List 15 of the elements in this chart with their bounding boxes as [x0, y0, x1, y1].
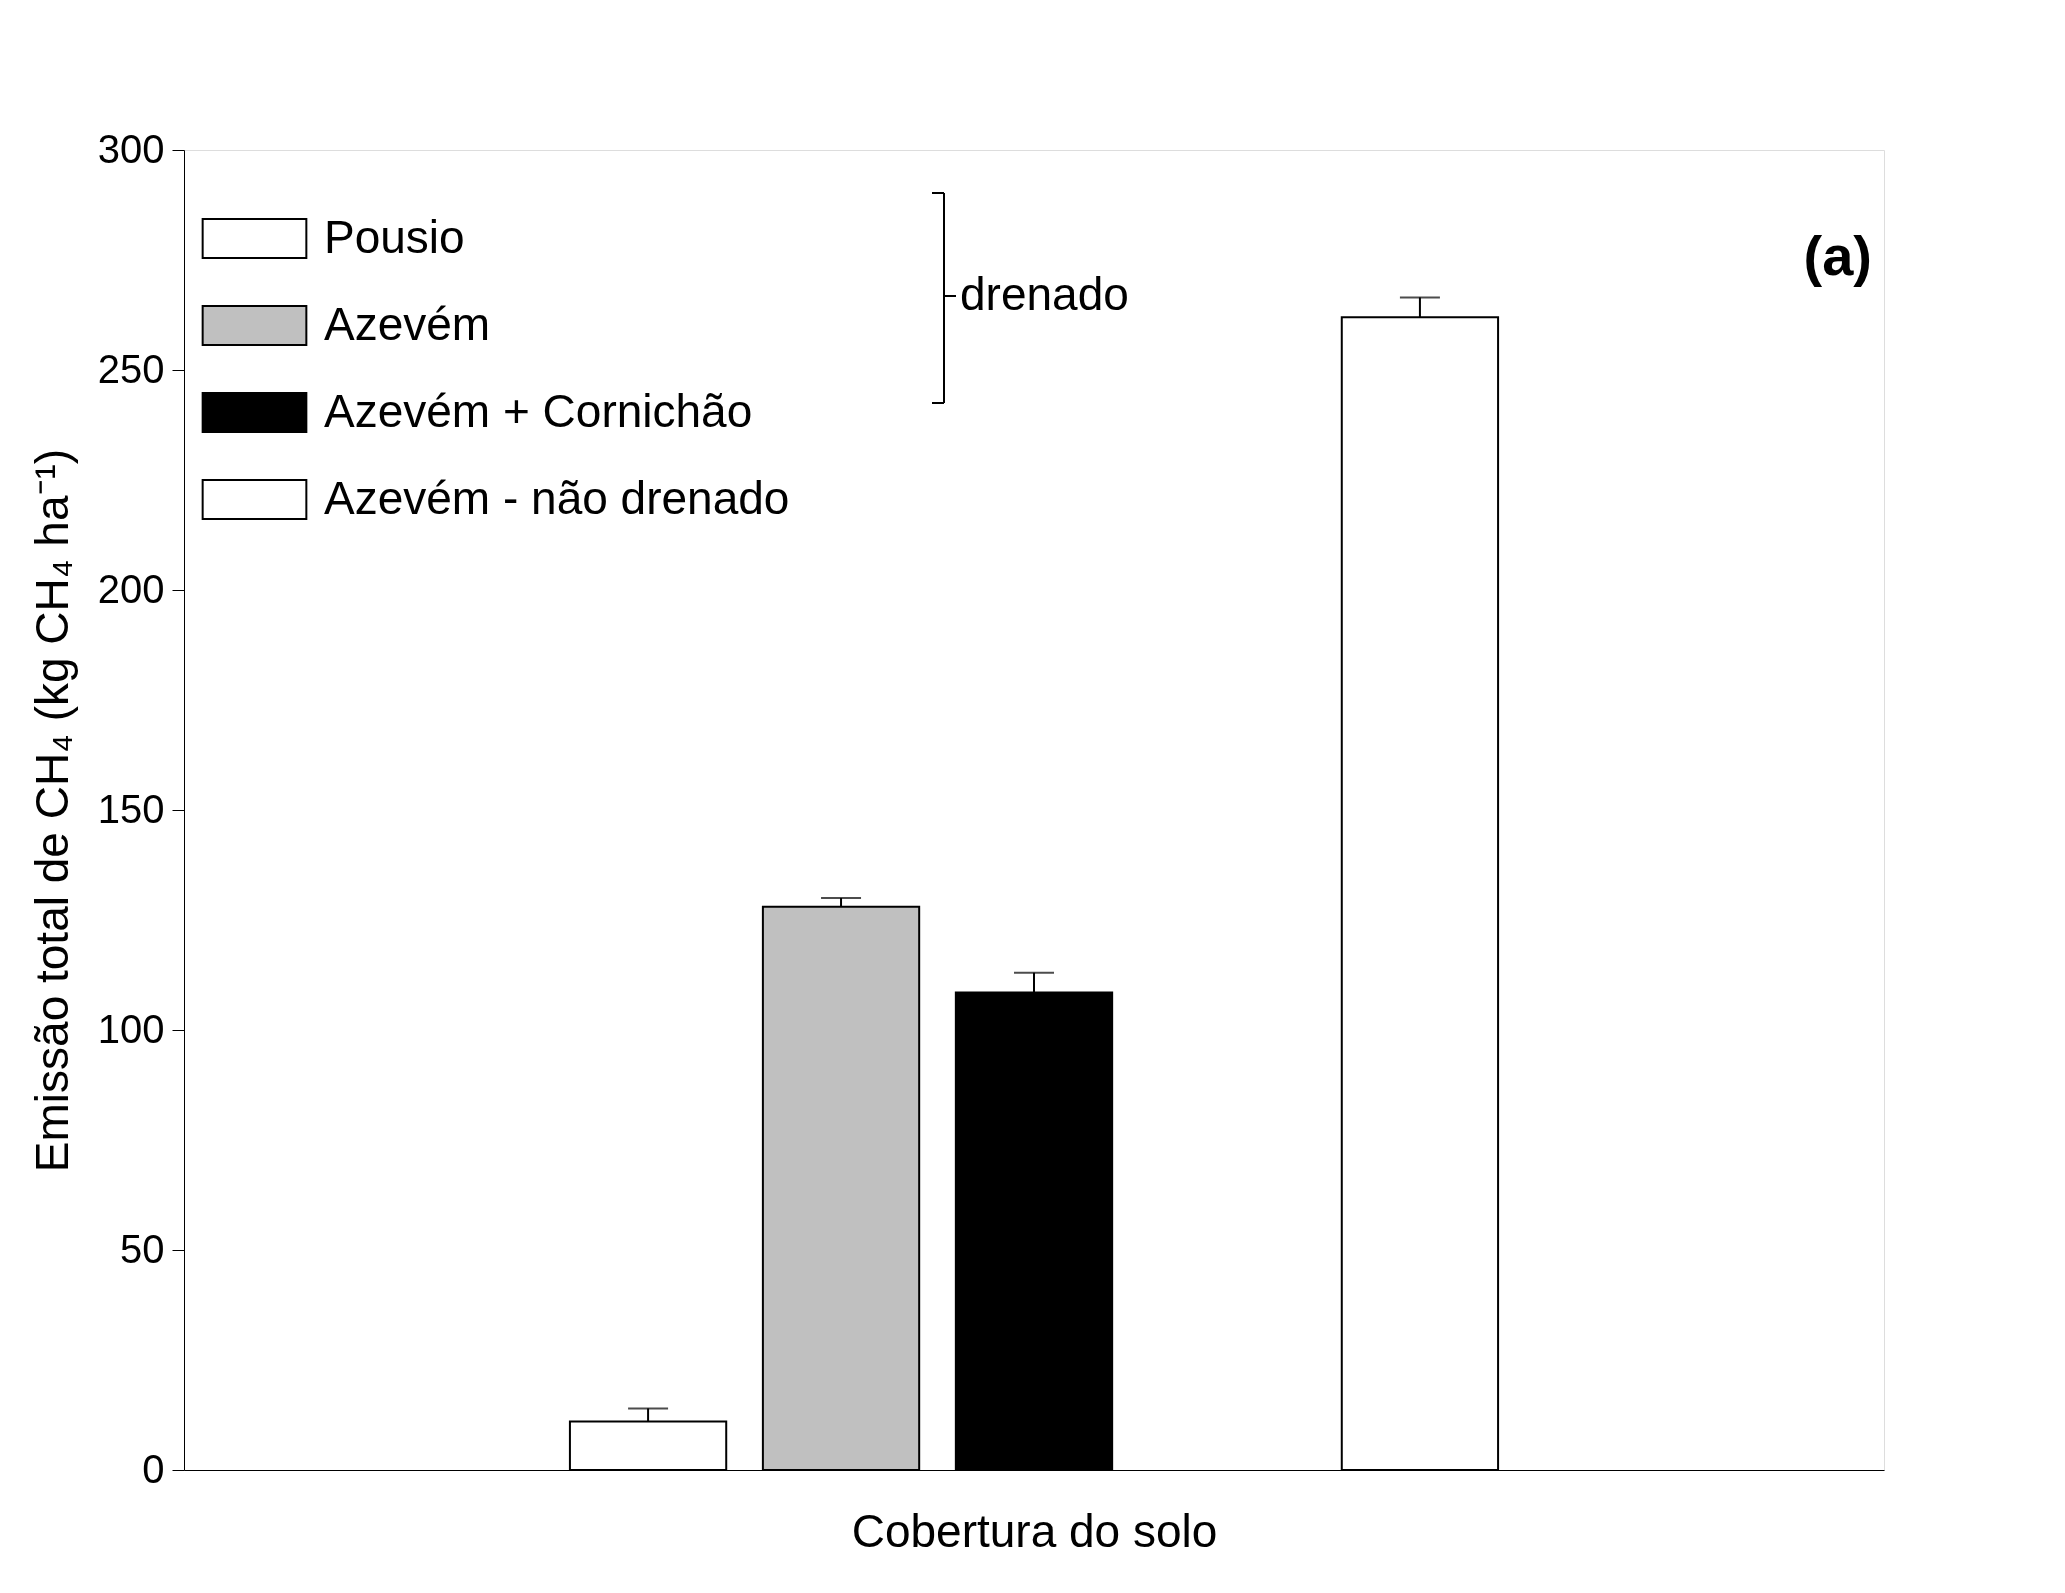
x-axis-title: Cobertura do solo: [851, 1504, 1218, 1557]
legend-label: Azevém + Cornichão: [324, 384, 753, 437]
y-tick-label: 50: [120, 1226, 165, 1271]
y-tick-label: 150: [97, 786, 165, 831]
y-tick-label: 0: [142, 1446, 165, 1491]
y-tick-label: 250: [97, 346, 165, 391]
annotation: drenado: [960, 268, 1129, 320]
legend-label: Azevém - não drenado: [324, 471, 790, 524]
y-tick-label: 100: [97, 1006, 165, 1051]
y-axis-title: Emissão total de CH₄ (kg CH₄ ha⁻¹): [25, 448, 78, 1173]
y-tick-label: 300: [97, 126, 165, 171]
legend-label: Azevém: [324, 297, 491, 350]
legend-label: Pousio: [324, 210, 465, 263]
annotation: (a): [1803, 224, 1872, 287]
y-tick-label: 200: [97, 566, 165, 611]
